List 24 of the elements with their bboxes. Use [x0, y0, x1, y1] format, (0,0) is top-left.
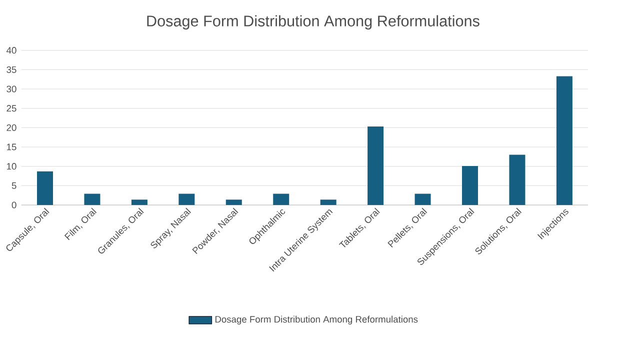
- y-tick-label: 40: [6, 47, 16, 54]
- y-tick-label: 35: [6, 66, 16, 73]
- bar: [462, 166, 478, 205]
- bar: [131, 200, 148, 205]
- y-tick-label: 30: [6, 86, 16, 92]
- bar: [37, 171, 53, 205]
- y-tick-label: 20: [6, 124, 16, 131]
- chart-title: Dosage Form Distribution Among Reformulations: [147, 15, 480, 30]
- legend-label: Dosage Form Distribution Among Reformulations: [215, 316, 418, 324]
- bar: [84, 194, 100, 205]
- y-tick-label: 15: [7, 144, 16, 150]
- bar: [273, 194, 290, 205]
- bar: [178, 194, 195, 205]
- y-tick-label: 5: [12, 182, 16, 189]
- bar: [414, 194, 431, 205]
- bar: [368, 126, 384, 205]
- x-tick-label: Film, Oral: [64, 208, 97, 240]
- y-tick-label: 0: [12, 202, 16, 208]
- bar: [226, 200, 242, 205]
- y-tick-label: 25: [6, 105, 16, 112]
- bar: [509, 154, 526, 205]
- y-tick-label: 10: [7, 163, 16, 170]
- bar: [556, 76, 572, 205]
- bar: [320, 200, 336, 205]
